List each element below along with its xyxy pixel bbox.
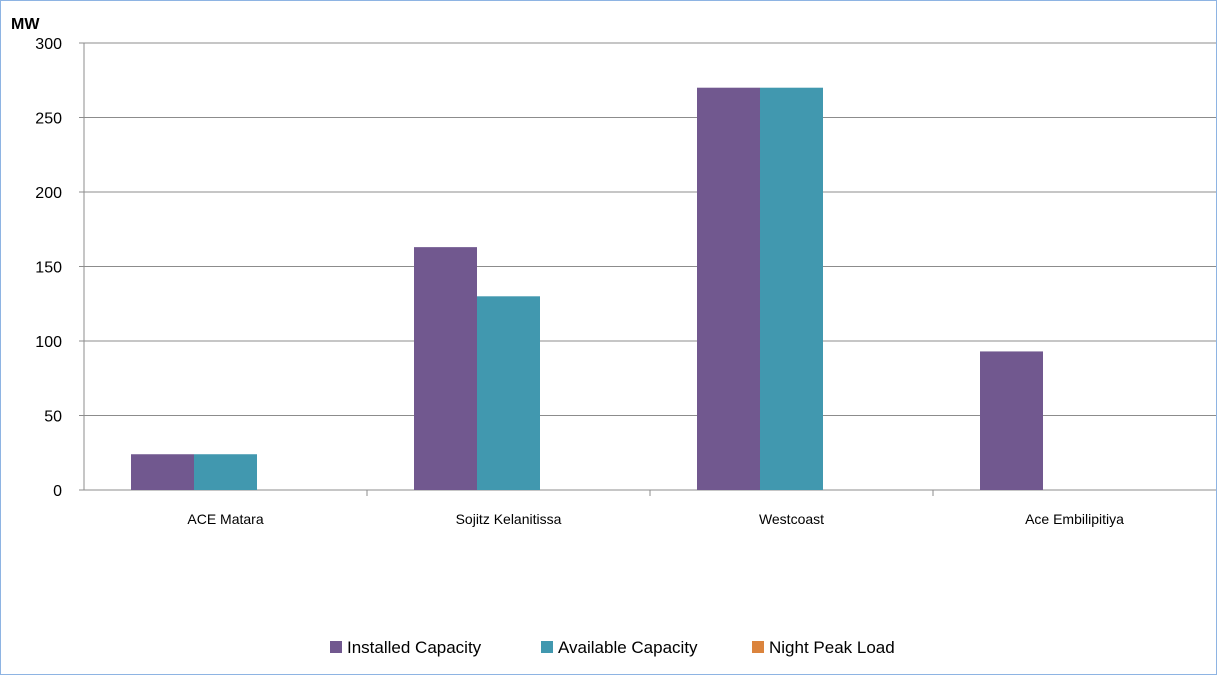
legend-swatch-1 [541,641,553,653]
bar-1-2 [760,87,823,490]
bar-0-3 [980,351,1043,490]
y-tick-label-0: 0 [53,483,62,500]
y-tick-label-1: 50 [44,409,62,426]
x-tick-label-3: Ace Embilipitiya [1025,511,1124,527]
x-tick-label-2: Westcoast [759,511,824,527]
legend-label-0: Installed Capacity [347,638,482,657]
legend-label-1: Available Capacity [558,638,698,657]
y-tick-label-5: 250 [35,111,62,128]
bar-0-0 [131,454,194,490]
legend-label-2: Night Peak Load [769,638,895,657]
bar-0-1 [414,247,477,490]
legend-swatch-2 [752,641,764,653]
y-axis-label: MW [11,16,40,33]
legend-swatch-0 [330,641,342,653]
y-tick-label-3: 150 [35,260,62,277]
x-tick-label-0: ACE Matara [187,511,263,527]
bar-0-2 [697,87,760,490]
x-tick-label-1: Sojitz Kelanitissa [456,511,562,527]
y-tick-label-2: 100 [35,334,62,351]
bar-1-0 [194,454,257,490]
bar-1-1 [477,296,540,490]
y-tick-label-4: 200 [35,185,62,202]
y-tick-label-6: 300 [35,36,62,53]
